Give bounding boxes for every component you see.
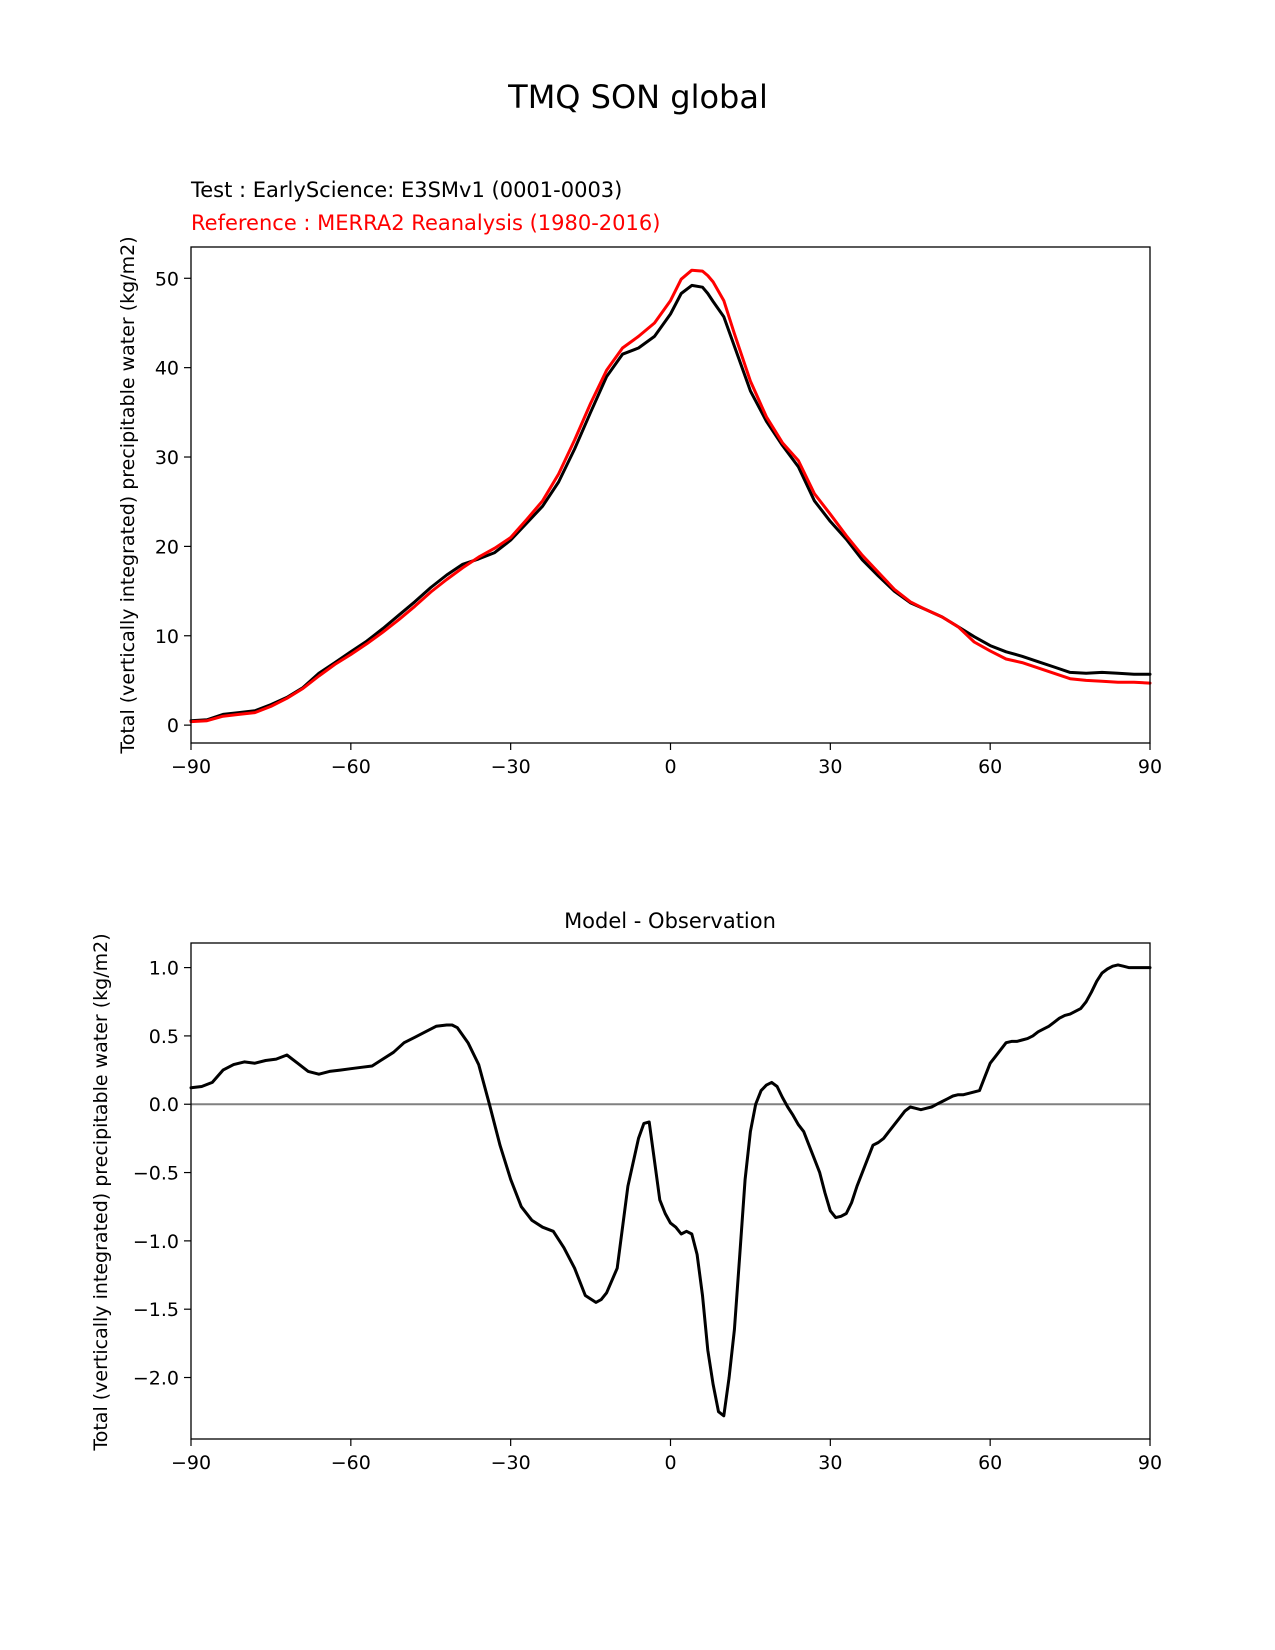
bottom-axis-ticks: −90 −60 −30 0 30 60 90 −2.0 −1.5 −1.0 −0.5 0.0 0.5 1.… [133,958,1162,1474]
bottom-chart: Model - Observation Total (vertically in… [90,909,1162,1474]
top-series-line-1 [189,268,1152,724]
top-ytick-label: 40 [155,358,179,380]
top-ytick-label: 50 [155,268,179,290]
top-xtick-label: 30 [818,756,842,778]
top-xtick-label: −30 [491,756,531,778]
bottom-ytick-label: −1.5 [133,1299,179,1321]
top-ylabel: Total (vertically integrated) precipitab… [117,236,139,754]
bottom-title: Model - Observation [564,909,776,933]
top-series-line-0 [189,283,1152,723]
top-xtick-label: 90 [1138,756,1162,778]
bottom-xtick-label: −90 [171,1452,211,1474]
top-axis-ticks: −90 −60 −30 0 30 60 90 0 10 20 30 40 50 [155,268,1162,778]
top-xtick-label: 0 [664,756,676,778]
legend-reference-label: Reference : MERRA2 Reanalysis (1980-2016… [191,211,660,235]
top-xtick-label: −60 [331,756,371,778]
top-ytick-label: 0 [167,715,179,737]
figure-title: TMQ SON global [507,78,768,116]
bottom-xtick-label: 0 [664,1452,676,1474]
top-chart: Test : EarlyScience: E3SMv1 (0001-0003) … [117,178,1162,778]
legend-test-label: Test : EarlyScience: E3SMv1 (0001-0003) [190,178,622,202]
bottom-xtick-label: 90 [1138,1452,1162,1474]
top-xtick-label: 60 [978,756,1002,778]
bottom-xtick-label: −30 [491,1452,531,1474]
bottom-ytick-label: −0.5 [133,1163,179,1185]
top-plot-frame [190,246,1151,744]
top-ytick-label: 20 [155,536,179,558]
bottom-xtick-label: 60 [978,1452,1002,1474]
bottom-series-lines [189,963,1152,1418]
bottom-ytick-label: −2.0 [133,1368,179,1390]
bottom-ytick-label: 0.5 [149,1026,179,1048]
top-xtick-label: −90 [171,756,211,778]
bottom-ytick-label: 1.0 [149,958,179,980]
bottom-xtick-label: −60 [331,1452,371,1474]
bottom-ytick-label: −1.0 [133,1231,179,1253]
top-series-lines [189,268,1152,724]
bottom-xtick-label: 30 [818,1452,842,1474]
top-ytick-label: 30 [155,447,179,469]
bottom-plot-frame [190,942,1151,1440]
bottom-ylabel: Total (vertically integrated) precipitab… [90,933,112,1451]
top-ytick-label: 10 [155,626,179,648]
bottom-ytick-label: 0.0 [149,1094,179,1116]
bottom-series-line-0 [189,963,1152,1418]
